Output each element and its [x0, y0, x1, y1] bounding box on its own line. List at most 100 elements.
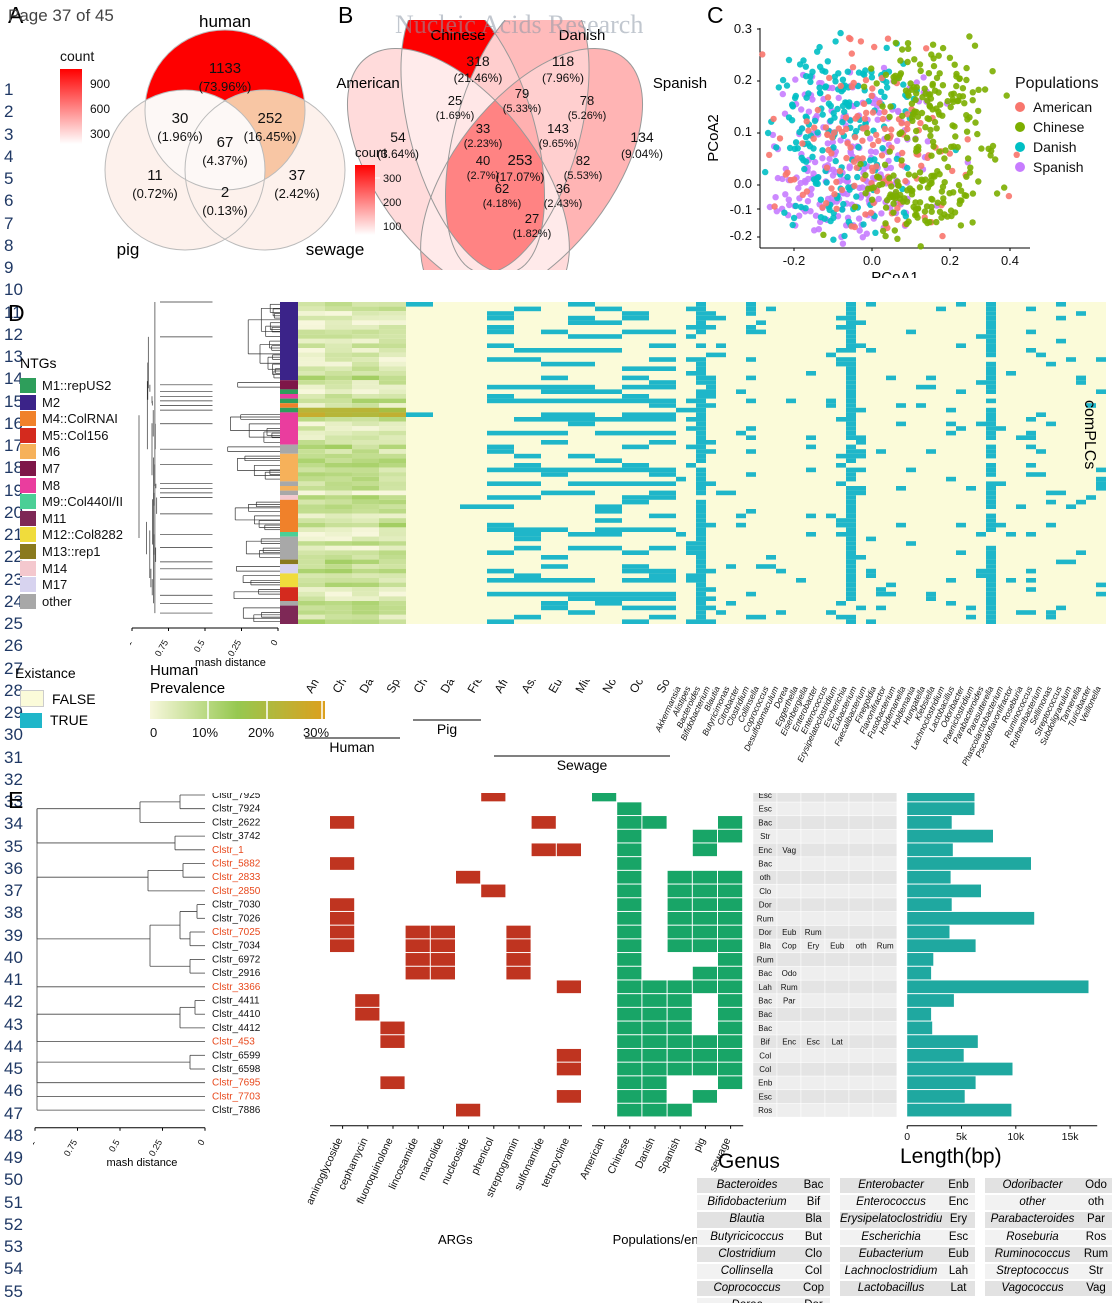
svg-text:(9.65%): (9.65%) [539, 138, 578, 150]
svg-text:Africa: Africa [491, 680, 519, 696]
svg-text:200: 200 [383, 197, 401, 209]
svg-text:(5.26%): (5.26%) [568, 110, 607, 122]
svg-text:(0.72%): (0.72%) [132, 186, 178, 201]
svg-text:Enb: Enb [758, 1079, 773, 1088]
svg-text:Clstr_7025: Clstr_7025 [212, 927, 261, 938]
svg-text:Esc: Esc [807, 1038, 820, 1047]
svg-text:1133: 1133 [209, 60, 241, 77]
svg-text:(4.37%): (4.37%) [202, 153, 248, 168]
svg-text:Clstr_7924: Clstr_7924 [212, 804, 261, 815]
svg-text:Eub: Eub [830, 942, 845, 951]
svg-text:Clstr_4410: Clstr_4410 [212, 1009, 261, 1020]
svg-text:(7.96%): (7.96%) [542, 71, 584, 85]
svg-text:Spanish: Spanish [653, 75, 707, 92]
svg-text:253: 253 [507, 152, 532, 169]
svg-text:Dor: Dor [759, 901, 772, 910]
svg-text:-0.2: -0.2 [783, 253, 805, 268]
svg-text:27: 27 [525, 211, 539, 226]
svg-text:Par: Par [783, 997, 796, 1006]
svg-text:10k: 10k [1007, 1131, 1025, 1143]
svg-text:Odo: Odo [782, 969, 798, 978]
svg-text:(9.04%): (9.04%) [621, 147, 663, 161]
svg-text:Eub: Eub [782, 928, 797, 937]
svg-text:Bac: Bac [758, 969, 772, 978]
svg-text:Clstr_6599: Clstr_6599 [212, 1050, 261, 1061]
svg-text:American: American [336, 75, 399, 92]
svg-text:PCoA2: PCoA2 [705, 114, 722, 162]
svg-text:600: 600 [90, 102, 110, 116]
svg-text:Vag: Vag [782, 846, 796, 855]
svg-text:143: 143 [547, 121, 569, 136]
svg-text:20%: 20% [248, 725, 274, 740]
svg-text:318: 318 [466, 53, 490, 69]
svg-text:mash distance: mash distance [107, 1157, 178, 1169]
svg-text:Lat: Lat [832, 1038, 844, 1047]
svg-text:oth: oth [856, 942, 867, 951]
svg-text:Rum: Rum [877, 942, 894, 951]
svg-text:Esc: Esc [759, 1092, 772, 1101]
svg-text:0.2: 0.2 [941, 253, 959, 268]
svg-text:Clstr_7886: Clstr_7886 [212, 1105, 261, 1116]
svg-text:10%: 10% [192, 725, 218, 740]
svg-text:(73.96%): (73.96%) [199, 79, 252, 94]
svg-text:(5.33%): (5.33%) [503, 103, 542, 115]
svg-text:0.2: 0.2 [734, 72, 752, 87]
svg-text:(16.45%): (16.45%) [244, 129, 297, 144]
svg-text:(0.13%): (0.13%) [202, 203, 248, 218]
svg-text:Dor: Dor [759, 928, 772, 937]
svg-text:Col: Col [759, 1065, 771, 1074]
svg-text:Ery: Ery [807, 942, 819, 951]
svg-text:(1.96%): (1.96%) [157, 129, 203, 144]
svg-text:Bac: Bac [758, 1024, 772, 1033]
svg-text:Clstr_2850: Clstr_2850 [212, 886, 261, 897]
svg-text:62: 62 [495, 181, 509, 196]
svg-text:0: 0 [904, 1131, 910, 1143]
svg-text:Rum: Rum [805, 928, 822, 937]
svg-text:Clstr_3366: Clstr_3366 [212, 982, 261, 993]
svg-text:oth: oth [760, 873, 771, 882]
svg-text:French: French [464, 680, 495, 696]
svg-text:Enc: Enc [758, 846, 772, 855]
svg-text:Clo: Clo [759, 887, 772, 896]
svg-text:Asia: Asia [518, 680, 542, 696]
svg-text:252: 252 [257, 110, 282, 127]
svg-text:Str: Str [760, 832, 771, 841]
svg-text:(2.43%): (2.43%) [544, 198, 583, 210]
svg-text:Clstr_453: Clstr_453 [212, 1037, 255, 1048]
svg-text:Col: Col [759, 1051, 771, 1060]
svg-text:0.3: 0.3 [734, 21, 752, 36]
svg-text:Bac: Bac [758, 818, 772, 827]
svg-text:Bac: Bac [758, 1010, 772, 1019]
svg-text:0.4: 0.4 [1001, 253, 1019, 268]
svg-text:pig: pig [117, 240, 140, 259]
svg-text:Esc: Esc [759, 805, 772, 814]
svg-text:Pig: Pig [437, 721, 457, 737]
svg-text:67: 67 [217, 134, 234, 151]
svg-text:Clstr_2916: Clstr_2916 [212, 968, 261, 979]
svg-text:(2.23%): (2.23%) [464, 138, 503, 150]
svg-text:900: 900 [90, 77, 110, 91]
svg-text:Clstr_7026: Clstr_7026 [212, 913, 261, 924]
svg-text:40: 40 [476, 153, 490, 168]
svg-text:0: 0 [150, 725, 157, 740]
svg-text:(2.42%): (2.42%) [274, 186, 320, 201]
svg-text:Clstr_5882: Clstr_5882 [212, 859, 261, 870]
svg-text:5k: 5k [956, 1131, 968, 1143]
svg-text:Rum: Rum [757, 955, 774, 964]
svg-text:33: 33 [476, 121, 490, 136]
svg-text:PCoA1: PCoA1 [871, 269, 919, 278]
svg-text:Clstr_7034: Clstr_7034 [212, 941, 261, 952]
svg-text:Danish: Danish [356, 680, 387, 696]
svg-text:300: 300 [383, 173, 401, 185]
svg-text:-0.1: -0.1 [730, 202, 752, 217]
svg-text:82: 82 [576, 153, 590, 168]
svg-text:78: 78 [580, 93, 594, 108]
svg-text:37: 37 [289, 167, 306, 184]
svg-text:134: 134 [630, 129, 654, 145]
svg-text:Bif: Bif [761, 1038, 771, 1047]
svg-text:Esc: Esc [759, 793, 772, 800]
svg-text:0.0: 0.0 [863, 253, 881, 268]
svg-text:Rum: Rum [781, 983, 798, 992]
svg-text:Bac: Bac [758, 860, 772, 869]
svg-text:36: 36 [556, 181, 570, 196]
